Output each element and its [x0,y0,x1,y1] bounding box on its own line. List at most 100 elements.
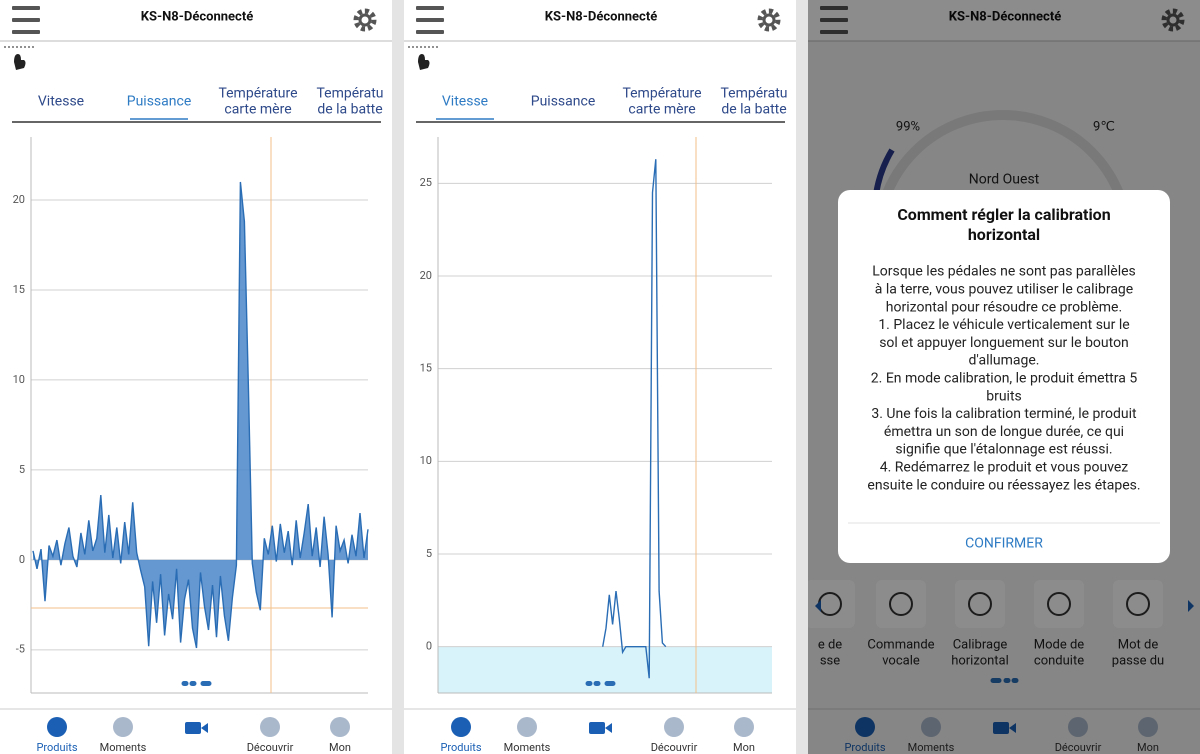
tab-label[interactable]: Vitesse [38,94,84,110]
feature-button[interactable] [1113,580,1163,628]
header-bar [808,0,1200,41]
nav-icon[interactable] [1068,717,1088,737]
feature-label[interactable]: sse [820,653,840,668]
page-indicator [189,681,197,686]
nav-icon[interactable] [517,717,537,737]
nav-label[interactable]: Mon [329,741,351,754]
nav-label[interactable]: Moments [908,741,955,754]
dialog-body: 2. En mode calibration, le produit émett… [871,371,1138,387]
settings-icon-core [1166,13,1180,27]
dialog-body: émettra un son de longue durée, ce qui [884,424,1124,440]
nav-label[interactable]: Produits [36,741,77,754]
dialog-body: 1. Placez le véhicule verticalement sur … [878,317,1129,333]
nav-icon[interactable] [1138,717,1158,737]
nav-icon[interactable] [330,717,350,737]
feature-label[interactable]: horizontal [951,653,1009,668]
scroll-right[interactable] [1188,600,1194,612]
nav-icon[interactable] [47,717,67,737]
nav-label[interactable]: Moments [100,741,147,754]
settings-icon[interactable] [353,8,377,32]
nav-label[interactable]: Découvrir [247,741,294,754]
feature-label[interactable]: conduite [1034,653,1084,668]
settings-icon[interactable] [1161,8,1185,32]
menu-icon-bar [12,6,40,10]
menu-icon-bar [820,18,848,22]
nav-icon[interactable] [664,717,684,737]
data-line [602,159,667,679]
nav-icon[interactable] [734,717,754,737]
gesture-hint [14,54,26,70]
feature-button[interactable] [805,580,855,628]
nav-label[interactable]: Produits [440,741,481,754]
nav-icon[interactable] [113,717,133,737]
tab-label[interactable]: Puissance [531,94,596,110]
nav-icon [201,723,208,733]
dialog [838,190,1170,563]
feature-icon [968,592,992,616]
settings-icon[interactable] [757,8,781,32]
tab-label[interactable]: de la batte [317,102,382,118]
feature-label[interactable]: e de [818,637,842,652]
settings-icon-core [762,13,776,27]
page-indicator [181,681,189,686]
tab-label[interactable]: Vitesse [442,94,488,110]
nav-label[interactable]: Moments [504,741,551,754]
tab-label[interactable]: Températu [720,86,787,102]
nav-icon[interactable] [993,722,1009,734]
dialog-body: 3. Une fois la calibration terminé, le p… [871,406,1137,422]
dialog-body: horizontal pour résoudre ce problème. [886,299,1122,315]
feature-label[interactable]: vocale [882,653,920,668]
header-title: KS-N8-Déconnecté [949,9,1062,24]
nav-label[interactable]: Produits [844,741,885,754]
feature-button[interactable] [1034,580,1084,628]
tab-label[interactable]: Puissance [127,94,192,110]
nav-label[interactable]: Mon [733,741,755,754]
page-indicator [1011,678,1019,683]
dialog-body: à la terre, vous pouvez utiliser le cali… [875,282,1133,298]
nav-icon[interactable] [260,717,280,737]
y-tick-label: -5 [16,643,25,656]
feature-button[interactable] [876,580,926,628]
y-tick-label: 0 [19,553,25,566]
nav-icon[interactable] [451,717,471,737]
tab-label[interactable]: de la batte [721,102,786,118]
nav-icon[interactable] [921,717,941,737]
feature-label[interactable]: Commande [867,637,934,652]
y-tick-label: 20 [420,269,432,282]
nav-label[interactable]: Découvrir [1055,741,1102,754]
tab-label[interactable]: Températu [316,86,383,102]
menu-icon-bar [416,30,444,34]
feature-label[interactable]: Calibrage [953,637,1008,652]
tab-label[interactable]: carte mère [628,102,695,118]
nav-label[interactable]: Découvrir [651,741,698,754]
gauge-arc [873,110,1133,241]
direction: Nord Ouest [969,172,1040,188]
menu-icon-bar [12,18,40,22]
nav-icon[interactable] [185,722,201,734]
feature-label[interactable]: Mode de [1034,637,1085,652]
y-tick-label: 0 [426,640,432,653]
page-indicator [990,678,1002,683]
feature-button[interactable] [955,580,1005,628]
feature-label[interactable]: passe du [1112,653,1164,668]
scroll-left[interactable] [815,600,821,612]
menu-icon-bar [12,30,40,34]
dialog-body: signifie que l'étalonnage est réussi. [895,442,1112,458]
phone-screen: KS-N8-Déconnecté Vitesse Puissance Températ… [0,0,392,754]
nav-icon[interactable] [855,717,875,737]
confirm-button[interactable]: CONFIRMER [965,536,1043,552]
screen-background [404,0,796,754]
dialog-body: sol et appuyer longuement sur le bouton [879,335,1129,351]
page-indicator [585,681,593,686]
tab-label[interactable]: Température [622,86,701,102]
nav-label[interactable]: Mon [1137,741,1159,754]
nav-icon[interactable] [589,722,605,734]
menu-icon-bar [416,18,444,22]
y-tick-label: 20 [13,193,25,206]
feature-label[interactable]: Mot de [1118,637,1159,652]
y-tick-label: 15 [420,362,432,375]
battery-level: 99% [896,119,920,134]
tab-label[interactable]: carte mère [224,102,291,118]
tab-label[interactable]: Température [218,86,297,102]
